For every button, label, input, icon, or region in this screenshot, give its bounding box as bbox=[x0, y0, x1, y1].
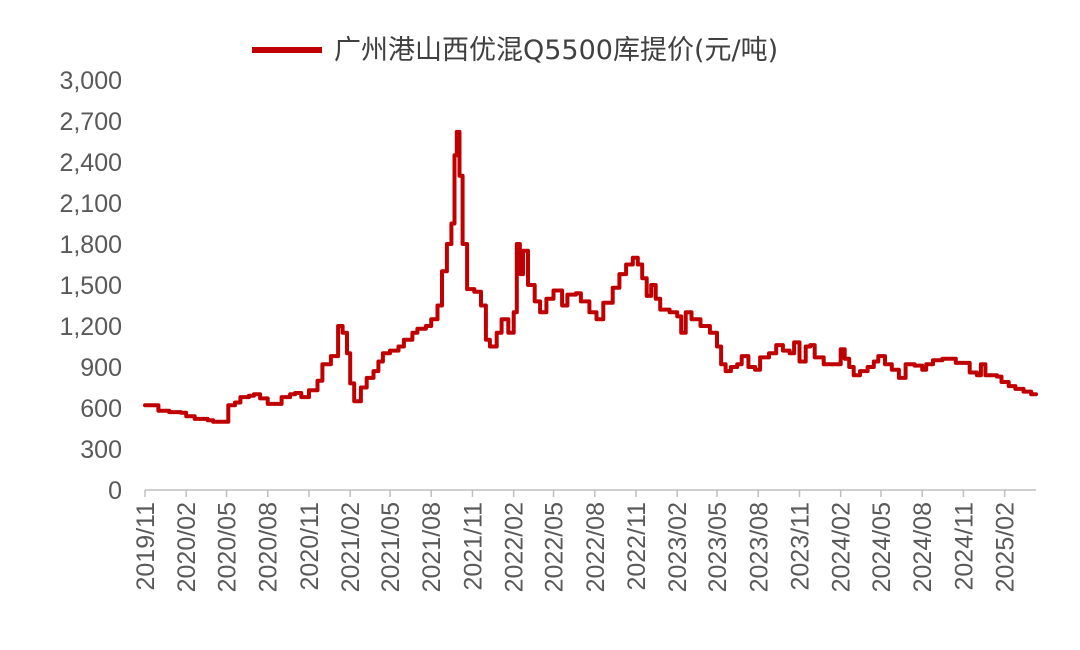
y-axis-ticks: 0 300 600 900 1,200 1,500 1,800 2,100 2,400 2,700… bbox=[59, 67, 122, 505]
legend-label: 广州港山西优混Q5500库提价(元/吨) bbox=[334, 35, 778, 66]
y-tick-label: 2,100 bbox=[59, 190, 122, 218]
y-tick-label: 2,700 bbox=[59, 108, 122, 136]
x-tick-label: 2023/11 bbox=[786, 502, 814, 591]
x-tick-label: 2022/11 bbox=[623, 502, 651, 591]
x-tick-label: 2022/02 bbox=[501, 502, 529, 592]
x-tick-label: 2020/11 bbox=[296, 502, 324, 591]
x-tick-label: 2019/11 bbox=[132, 502, 160, 591]
y-tick-label: 2,400 bbox=[59, 149, 122, 177]
x-tick-label: 2022/08 bbox=[582, 502, 610, 592]
y-tick-label: 900 bbox=[80, 354, 122, 382]
y-tick-label: 0 bbox=[108, 477, 122, 505]
y-tick-label: 1,500 bbox=[59, 272, 122, 300]
x-tick-label: 2023/08 bbox=[745, 502, 773, 592]
x-tick-label: 2024/02 bbox=[828, 502, 856, 592]
x-tick-label: 2020/05 bbox=[214, 502, 242, 592]
legend: 广州港山西优混Q5500库提价(元/吨) bbox=[252, 35, 778, 66]
x-axis-ticks: 2019/11 2020/02 2020/05 2020/08 2020/11 2021/… bbox=[132, 490, 1020, 592]
x-tick-label: 2024/05 bbox=[868, 502, 896, 592]
x-tick-label: 2021/02 bbox=[337, 502, 365, 592]
x-tick-label: 2024/11 bbox=[950, 502, 978, 591]
series-line bbox=[143, 129, 1038, 424]
x-tick-label: 2022/05 bbox=[541, 502, 569, 592]
series-layer bbox=[143, 129, 1038, 424]
x-tick-label: 2025/02 bbox=[992, 502, 1020, 592]
y-tick-label: 1,800 bbox=[59, 231, 122, 259]
x-tick-label: 2020/02 bbox=[173, 502, 201, 592]
x-tick-label: 2023/02 bbox=[664, 502, 692, 592]
y-tick-label: 600 bbox=[80, 395, 122, 423]
y-tick-label: 1,200 bbox=[59, 313, 122, 341]
x-tick-label: 2020/08 bbox=[255, 502, 283, 592]
x-tick-label: 2021/08 bbox=[418, 502, 446, 592]
y-tick-label: 300 bbox=[80, 436, 122, 464]
x-tick-label: 2021/05 bbox=[377, 502, 405, 592]
x-tick-label: 2021/11 bbox=[459, 502, 487, 591]
y-tick-label: 3,000 bbox=[59, 67, 122, 95]
x-tick-label: 2023/05 bbox=[704, 502, 732, 592]
x-tick-label: 2024/08 bbox=[909, 502, 937, 592]
